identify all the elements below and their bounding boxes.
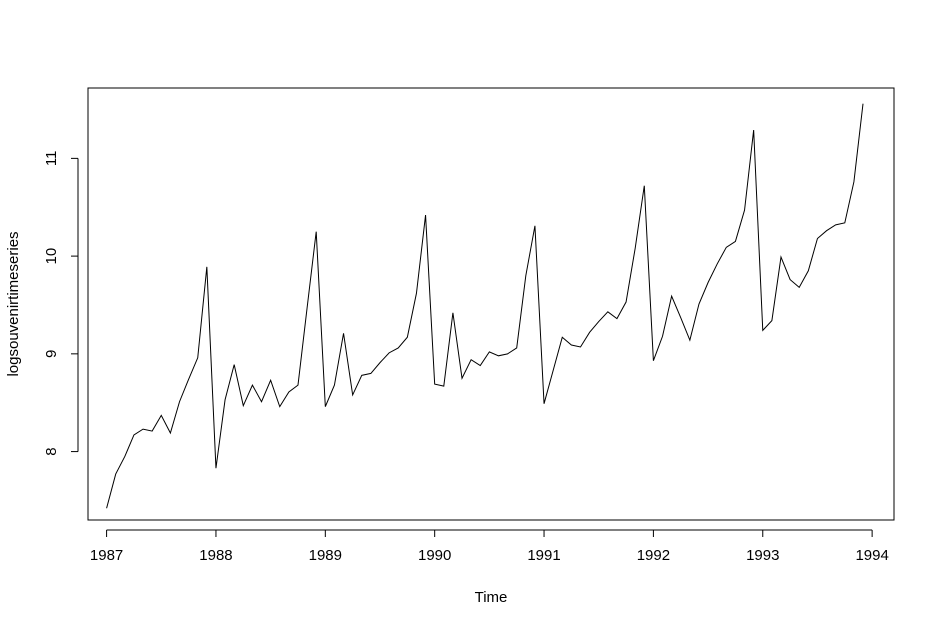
x-tick-label: 1988 [199, 547, 232, 564]
x-axis: 1987 1988 1989 1990 1991 1992 1993 1994 [90, 529, 889, 564]
x-tick-label: 1994 [855, 547, 888, 564]
y-axis-label: logsouvenirtimeseries [5, 231, 22, 376]
x-tick-label: 1992 [637, 547, 670, 564]
series-line [106, 103, 864, 509]
x-tick-label: 1987 [90, 547, 123, 564]
y-axis: 8 9 10 11 [43, 151, 79, 456]
y-tick-label: 9 [43, 350, 60, 358]
plot-frame [87, 87, 895, 521]
y-tick-label: 10 [43, 248, 60, 265]
x-tick-label: 1991 [527, 547, 560, 564]
x-tick-label: 1989 [309, 547, 342, 564]
x-axis-label: Time [475, 589, 508, 606]
y-tick-label: 8 [43, 447, 60, 455]
x-tick-label: 1990 [418, 547, 451, 564]
y-tick-label: 11 [43, 151, 60, 167]
x-tick-label: 1993 [746, 547, 779, 564]
